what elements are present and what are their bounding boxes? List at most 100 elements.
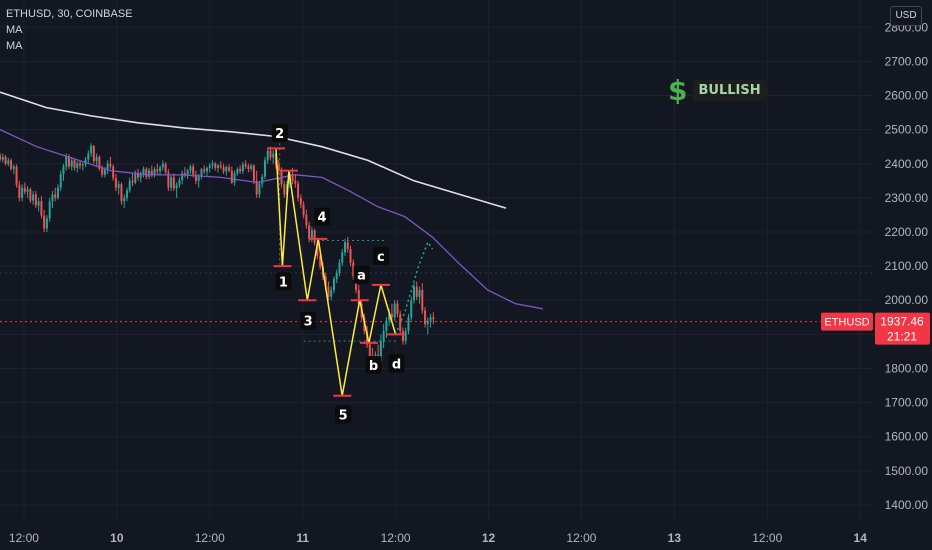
chart-legend: ETHUSD, 30, COINBASE MA MA bbox=[6, 6, 133, 54]
wave-label-bg bbox=[300, 311, 317, 330]
currency-button[interactable]: USD bbox=[890, 6, 922, 26]
candle-body bbox=[404, 330, 407, 342]
candle-body bbox=[272, 153, 275, 158]
candle-body bbox=[128, 180, 131, 191]
candle-body bbox=[294, 180, 297, 184]
candle-body bbox=[390, 313, 393, 318]
candle-body bbox=[217, 165, 220, 168]
candle-body bbox=[244, 164, 247, 167]
candle-body bbox=[236, 168, 239, 174]
candle-body bbox=[92, 146, 95, 162]
time-tick-label: 12:00 bbox=[566, 531, 596, 545]
candle-body bbox=[313, 230, 316, 243]
moving-average-line bbox=[0, 129, 543, 310]
wave-label: 1 bbox=[279, 275, 288, 290]
price-tick-label: 2100.00 bbox=[885, 259, 929, 273]
candle-body bbox=[222, 167, 225, 172]
wave-label: b bbox=[369, 359, 378, 374]
price-tick-label: 2400.00 bbox=[885, 157, 929, 171]
candle-body bbox=[142, 168, 145, 174]
price-axis-bg bbox=[874, 0, 932, 550]
wave-label-bg bbox=[271, 124, 288, 143]
candle-body bbox=[87, 153, 90, 160]
wave-label-bg bbox=[365, 356, 382, 375]
candle-body bbox=[305, 214, 308, 226]
wave-label: 3 bbox=[304, 315, 313, 330]
wave-label-bg bbox=[388, 354, 405, 373]
candle-body bbox=[12, 166, 15, 169]
candle-body bbox=[261, 176, 264, 184]
wave-label-bg bbox=[372, 246, 389, 265]
candle-body bbox=[258, 183, 261, 195]
projection-path bbox=[394, 240, 434, 335]
time-tick-label: 12:00 bbox=[752, 531, 782, 545]
candle-body bbox=[266, 150, 269, 161]
wave-label: d bbox=[392, 357, 401, 372]
price-tick-label: 2600.00 bbox=[885, 89, 929, 103]
candle-body bbox=[59, 174, 62, 188]
candle-body bbox=[125, 190, 128, 198]
candle-body bbox=[283, 184, 286, 195]
candle-body bbox=[357, 290, 360, 304]
candle-body bbox=[192, 166, 195, 175]
price-tag-bg bbox=[875, 312, 930, 345]
wave-label: 2 bbox=[275, 127, 284, 142]
symbol-title[interactable]: ETHUSD, 30, COINBASE bbox=[6, 8, 133, 20]
indicator-ma-2[interactable]: MA bbox=[6, 40, 23, 52]
indicator-ma-1[interactable]: MA bbox=[6, 24, 23, 36]
candle-body bbox=[203, 169, 206, 172]
candle-body bbox=[7, 160, 10, 164]
candle-body bbox=[211, 163, 214, 166]
candle-body bbox=[399, 313, 402, 331]
candle-body bbox=[40, 201, 43, 216]
candle-body bbox=[214, 163, 217, 168]
candle-body bbox=[15, 166, 18, 185]
time-tick-label: 11 bbox=[296, 531, 309, 545]
candle-body bbox=[230, 170, 233, 183]
wave-label-bg bbox=[314, 207, 330, 226]
candle-body bbox=[426, 320, 429, 325]
candle-body bbox=[56, 187, 59, 198]
candle-body bbox=[186, 170, 189, 176]
price-tick-label: 1400.00 bbox=[885, 498, 929, 512]
time-tick-label: 13 bbox=[668, 531, 682, 545]
candle-body bbox=[161, 163, 164, 168]
wave-label-bg bbox=[275, 272, 292, 291]
candle-body bbox=[247, 166, 250, 169]
time-axis-bg bbox=[0, 522, 932, 550]
price-axis[interactable]: 1400.001500.001600.001700.001800.001900.… bbox=[874, 0, 932, 550]
time-axis[interactable]: 12:00 10 12:00 11 12:00 12 12:00 13 12:00 14 bbox=[0, 522, 932, 550]
candle-body bbox=[388, 313, 391, 321]
dollar-sign-icon: $ bbox=[668, 74, 688, 107]
candle-body bbox=[219, 165, 222, 168]
candle-body bbox=[410, 300, 413, 318]
moving-average-line bbox=[0, 91, 507, 209]
candle-body bbox=[424, 310, 427, 325]
candle-body bbox=[255, 180, 258, 195]
time-tick-label: 10 bbox=[110, 531, 124, 545]
candle-body bbox=[335, 272, 338, 280]
candle-body bbox=[95, 156, 98, 162]
candle-body bbox=[277, 165, 280, 171]
candle-body bbox=[302, 204, 305, 215]
candle-body bbox=[48, 201, 51, 219]
candle-body bbox=[225, 167, 228, 172]
candle-body bbox=[21, 187, 24, 198]
wave-label-bg bbox=[353, 265, 370, 284]
time-tick-label: 14 bbox=[854, 531, 868, 545]
bullish-label: BULLISH bbox=[693, 80, 766, 101]
wave-label: a bbox=[357, 269, 366, 284]
candle-body bbox=[18, 184, 21, 198]
candle-body bbox=[0, 155, 1, 160]
candle-body bbox=[29, 189, 32, 201]
price-tick-label: 2700.00 bbox=[885, 54, 929, 68]
candlestick-series bbox=[0, 143, 435, 372]
wave-label-bg bbox=[335, 405, 352, 424]
candle-body bbox=[164, 163, 167, 173]
candle-body bbox=[123, 197, 126, 202]
candle-body bbox=[341, 252, 344, 263]
candle-body bbox=[200, 169, 203, 177]
candle-body bbox=[65, 156, 68, 167]
